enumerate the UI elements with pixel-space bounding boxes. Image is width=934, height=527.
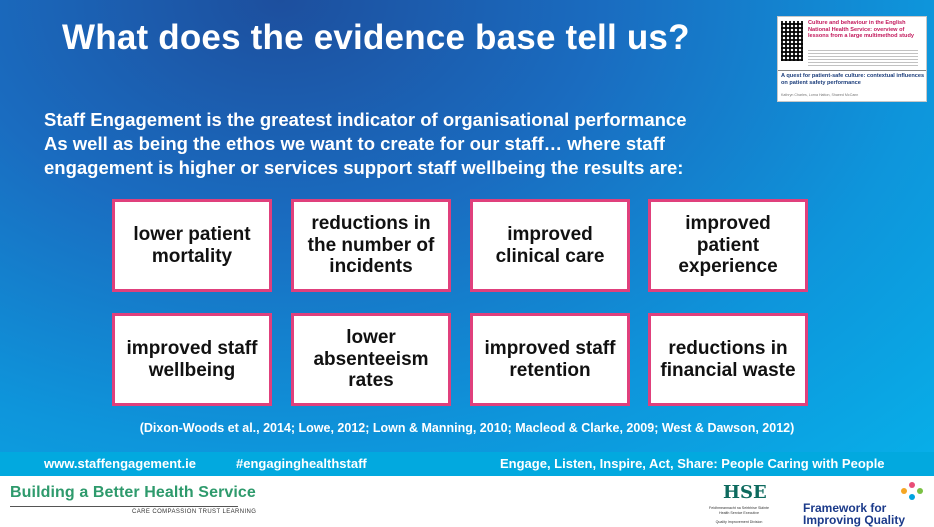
hse-english-name: Health Service Executive <box>719 511 759 515</box>
hse-logo: HSE Feidhmeannacht na Seirbhíse Sláinte … <box>705 482 771 526</box>
bbhs-logo-text: Building a Better Health Service <box>10 484 256 501</box>
thumbnail-divider <box>778 70 926 71</box>
references: (Dixon-Woods et al., 2014; Lowe, 2012; L… <box>139 421 795 435</box>
paper-thumbnail: Culture and behaviour in the English Nat… <box>777 16 927 102</box>
paper2-authors: Kathryn Charles, Lorna Hatton, Shaeed Mc… <box>781 93 859 97</box>
slide-title: What does the evidence base tell us? <box>62 18 690 57</box>
paper1-title: Culture and behaviour in the English Nat… <box>808 20 914 40</box>
outcome-card-improved-staff-retention: improved staff retention <box>470 313 630 406</box>
hse-irish-name: Feidhmeannacht na Seirbhíse Sláinte <box>709 506 769 510</box>
paper1-author-lines <box>808 50 918 66</box>
outcome-card-improved-patient-experience: improved patient experience <box>648 199 808 292</box>
intro-line-1: Staff Engagement is the greatest indicat… <box>44 109 687 130</box>
website-link[interactable]: www.staffengagement.ie <box>44 456 196 471</box>
ffiq-dots-icon <box>901 482 925 504</box>
outcome-card-reductions-financial-waste: reductions in financial waste <box>648 313 808 406</box>
ffiq-text: Framework for Improving Quality <box>803 502 905 526</box>
ffiq-logo: Framework for Improving Quality <box>803 482 931 526</box>
branding-strip: Building a Better Health Service CARE CO… <box>0 476 934 527</box>
intro-line-3: engagement is higher or services support… <box>44 157 684 178</box>
ffiq-line-2: Improving Quality <box>803 513 906 527</box>
outcome-card-improved-staff-wellbeing: improved staff wellbeing <box>112 313 272 406</box>
hse-division: Quality Improvement Division <box>715 520 763 524</box>
hse-mark-icon: HSE <box>723 482 767 503</box>
bbhs-underline <box>10 506 238 507</box>
outcome-card-improved-clinical-care: improved clinical care <box>470 199 630 292</box>
slide-body: What does the evidence base tell us? Cul… <box>0 0 934 452</box>
bbhs-tagline: CARE COMPASSION TRUST LEARNING <box>132 509 257 515</box>
outcome-card-reductions-incidents: reductions in the number of incidents <box>291 199 451 292</box>
paper2-title: A quest for patient-safe culture: contex… <box>781 73 925 86</box>
intro-line-2: As well as being the ethos we want to cr… <box>44 133 665 154</box>
outcome-card-lower-patient-mortality: lower patient mortality <box>112 199 272 292</box>
qr-code-icon <box>781 21 803 61</box>
intro-text: Staff Engagement is the greatest indicat… <box>44 108 784 180</box>
outcome-card-lower-absenteeism: lower absenteeism rates <box>291 313 451 406</box>
motto: Engage, Listen, Inspire, Act, Share: Peo… <box>500 456 885 471</box>
paper1-panel: Culture and behaviour in the English Nat… <box>778 17 926 69</box>
footer-bar: www.staffengagement.ie #engaginghealthst… <box>0 452 934 476</box>
ffiq-line-1: Framework for <box>803 501 887 515</box>
hashtag: #engaginghealthstaff <box>236 456 367 471</box>
